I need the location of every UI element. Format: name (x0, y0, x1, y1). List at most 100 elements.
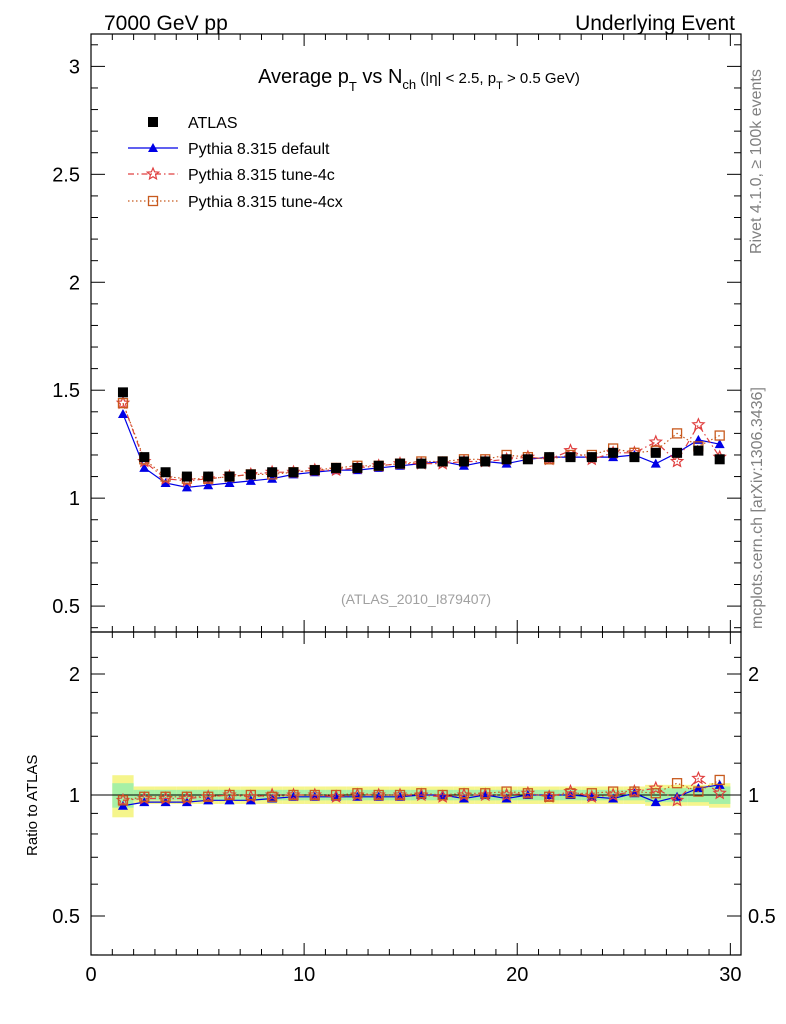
data-point (267, 473, 278, 483)
x-tick-label: 10 (293, 964, 315, 986)
data-point (160, 467, 171, 478)
series-pythia-8-315-tune-4cx (117, 398, 725, 484)
analysis-id-label: (ATLAS_2010_I879407) (341, 591, 491, 607)
legend-entry: Pythia 8.315 default (128, 141, 330, 158)
ratio-y-tick-label-right: 0.5 (748, 906, 776, 928)
data-point (501, 454, 512, 465)
ratio-point (501, 786, 512, 797)
ratio-point (416, 788, 427, 799)
rivet-version-label: Rivet 4.1.0, ≥ 100k events (748, 69, 765, 254)
ratio-point (691, 770, 706, 785)
legend-marker (145, 166, 161, 181)
data-point (565, 452, 576, 463)
process-label: Underlying Event (575, 12, 735, 35)
ratio-point (394, 789, 406, 801)
data-point (629, 452, 640, 463)
legend-label: Pythia 8.315 tune-4cx (188, 194, 343, 211)
ratio-point (712, 785, 727, 800)
legend: ATLAS Pythia 8.315 default Pythia 8.315 tu… (128, 115, 343, 211)
ratio-point (352, 788, 363, 799)
ratio-point (288, 789, 299, 801)
ratio-y-axis-label: Ratio to ATLAS (24, 755, 41, 856)
collision-label: 7000 GeV pp (104, 12, 228, 35)
data-point (648, 434, 663, 449)
data-point (671, 428, 683, 439)
ratio-point (373, 791, 384, 801)
ratio-y-tick-label: 1 (69, 785, 80, 807)
data-point (650, 458, 661, 468)
data-point (181, 471, 192, 482)
data-point (693, 434, 704, 444)
mcplots-label: mcplots.cern.ch [arXiv:1306.3436] (749, 387, 766, 629)
ratio-point (330, 789, 342, 801)
ratio-series-pythia-8-315-tune-4cx (117, 774, 725, 806)
ratio-point (522, 788, 534, 799)
ratio-point (629, 786, 640, 797)
ratio-point (352, 791, 363, 801)
y-tick-label: 0.5 (52, 596, 80, 618)
data-point (650, 447, 661, 458)
y-tick-label: 1 (69, 488, 80, 510)
ratio-point (395, 791, 406, 801)
data-point (672, 447, 683, 458)
data-point (203, 471, 214, 482)
data-point (669, 453, 685, 468)
ratio-y-tick-label-right: 2 (748, 664, 759, 686)
title-cut-sub: T (496, 80, 503, 92)
x-tick-label: 20 (506, 964, 528, 986)
data-point (691, 417, 706, 431)
title-vs-sub: ch (402, 77, 416, 92)
ratio-point (437, 789, 448, 801)
ratio-point (245, 789, 256, 801)
data-point (117, 387, 128, 398)
y-tick-label: 3 (69, 56, 80, 78)
ratio-point (309, 789, 320, 801)
ratio-point (288, 791, 299, 801)
ratio-point (629, 788, 640, 798)
legend-marker (147, 195, 159, 207)
data-point (331, 462, 342, 473)
data-point (203, 480, 214, 490)
ratio-line (122, 777, 721, 802)
legend-entry: ATLAS (148, 115, 238, 132)
legend-label: ATLAS (188, 115, 238, 132)
ratio-point (309, 791, 320, 801)
data-point (416, 458, 427, 469)
data-point (267, 467, 278, 478)
ratio-point (650, 797, 661, 807)
data-point (437, 456, 448, 467)
series-atlas (117, 387, 725, 482)
ratio-point (373, 789, 384, 801)
legend-marker (148, 143, 158, 152)
y-tick-label: 2 (69, 272, 80, 294)
ratio-point (565, 788, 576, 799)
title-vs: vs N (357, 66, 403, 88)
ratio-y-tick-label-right: 1 (748, 785, 759, 807)
ratio-point (669, 792, 685, 807)
x-tick-label: 0 (85, 964, 96, 986)
ratio-point (181, 791, 193, 802)
data-point (117, 408, 128, 418)
data-point (608, 447, 619, 458)
ratio-point (586, 788, 597, 799)
data-point (395, 458, 406, 469)
data-point (480, 456, 491, 467)
data-point (693, 445, 704, 456)
data-point (139, 452, 150, 463)
data-point (117, 398, 129, 409)
x-tick-label: 30 (719, 964, 741, 986)
ratio-panel-series (115, 770, 727, 810)
title-cut-close: > 0.5 GeV) (503, 70, 580, 87)
ratio-point (544, 791, 555, 802)
y-tick-label: 1.5 (52, 380, 80, 402)
data-point (544, 452, 555, 463)
legend-entry: Pythia 8.315 tune-4cx (128, 194, 343, 211)
ratio-y-tick-label: 2 (69, 664, 80, 686)
data-point (309, 465, 320, 476)
ratio-point (117, 795, 129, 806)
data-point (245, 475, 256, 485)
ratio-point (671, 778, 683, 789)
data-point (181, 482, 192, 492)
ratio-panel-frame (90, 631, 742, 956)
